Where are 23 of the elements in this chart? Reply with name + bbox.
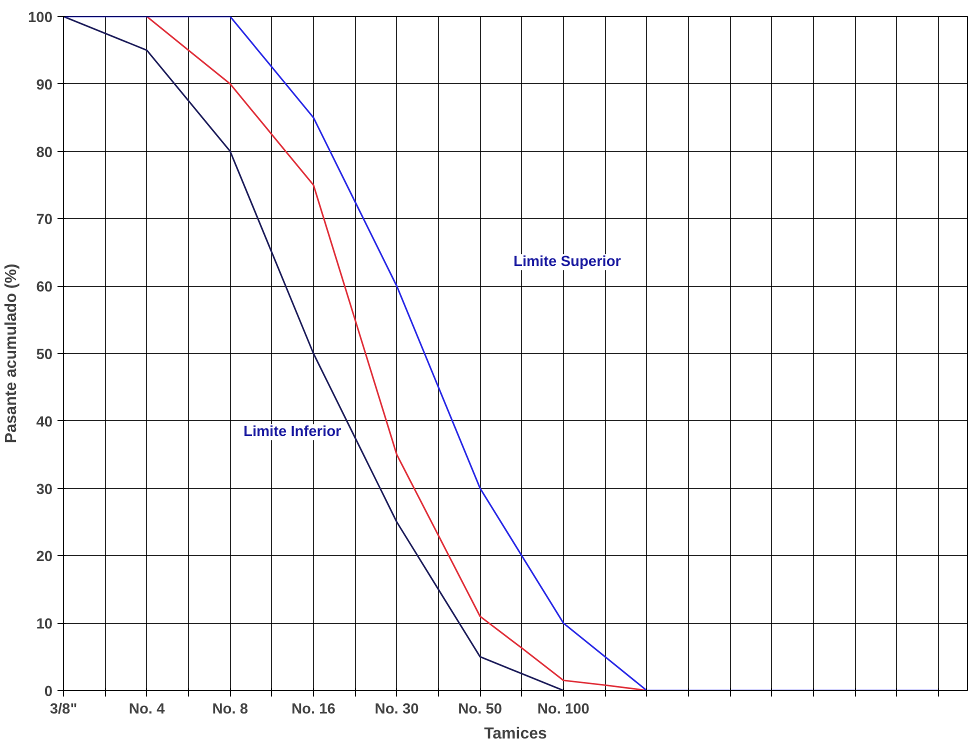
y-tick-label: 70 [36,212,53,228]
y-tick-label: 100 [28,10,53,26]
y-tick-label: 40 [36,414,53,430]
y-tick-label: 30 [36,482,53,498]
annotation: Limite Inferior [244,424,342,440]
x-tick-label: No. 30 [374,702,419,718]
x-tick-label: No. 50 [458,702,502,718]
x-tick-label: No. 8 [212,702,248,718]
line-series [64,16,940,690]
y-tick-label: 20 [36,549,53,566]
y-tick-label: 10 [36,616,53,633]
x-tick-label: No. 100 [537,702,590,718]
y-tick-label: 0 [44,684,53,700]
y-tick-label: 50 [36,347,53,363]
x-axis-title: Tamices [484,726,548,742]
x-tick-label: No. 16 [291,702,336,718]
annotation: Limite Superior [514,254,622,270]
y-tick-label: 80 [36,144,53,161]
y-tick-label: 60 [36,280,53,296]
y-tick-label: 90 [36,77,53,94]
x-tick-label: No. 4 [128,702,166,718]
x-tick-label: 3/8" [50,702,78,718]
y-axis-title: Pasante acumulado (%) [3,264,20,444]
